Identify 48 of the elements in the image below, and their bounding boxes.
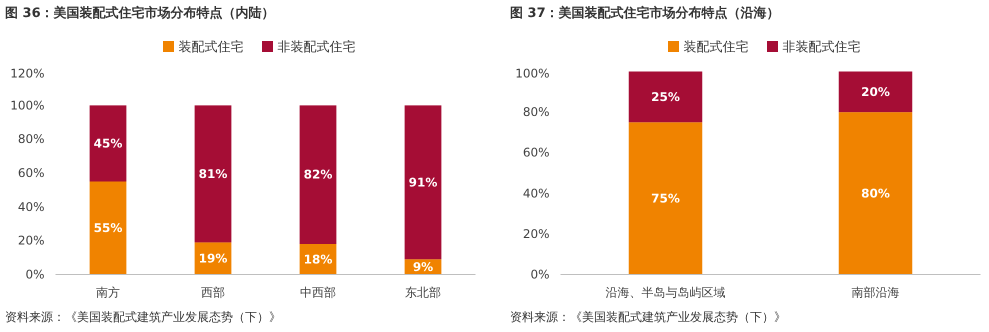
data-label: 9% — [412, 260, 434, 274]
y-tick-label: 60% — [18, 166, 44, 180]
y-tick-label: 0% — [530, 268, 550, 282]
legend-label: 装配式住宅 — [178, 40, 244, 55]
y-tick-label: 60% — [522, 146, 550, 160]
chart-title: 图 36：美国装配式住宅市场分布特点（内陆） — [5, 5, 275, 23]
data-label: 75% — [651, 191, 680, 206]
y-tick-label: 80% — [522, 105, 550, 120]
data-label: 20% — [861, 84, 890, 99]
legend-label: 非装配式住宅 — [278, 40, 356, 55]
data-label: 25% — [651, 90, 680, 104]
bar — [628, 72, 702, 122]
y-tick-label: 20% — [522, 226, 550, 241]
y-tick-label: 40% — [522, 186, 550, 200]
text: 资料来源：《美国装配式建筑产业发展态势（下）》 — [5, 309, 281, 326]
data-label: 45% — [94, 136, 122, 150]
data-label: 80% — [861, 186, 890, 200]
bar — [90, 181, 126, 274]
bar — [838, 72, 912, 112]
y-tick-label: 80% — [18, 132, 44, 146]
y-tick-label: 20% — [18, 234, 44, 248]
data-label: 18% — [304, 252, 332, 266]
bar — [194, 105, 232, 242]
chart-title: 图 37：美国装配式住宅市场分布特点（沿海） — [510, 5, 780, 23]
bar — [90, 105, 126, 182]
legend-label: 装配式住宅 — [684, 40, 748, 55]
y-tick-label: 120% — [10, 66, 45, 80]
bar — [300, 105, 336, 244]
bar — [404, 105, 442, 260]
x-tick-label: 东北部 — [405, 286, 441, 300]
x-tick-label: 南方 — [96, 286, 120, 300]
data-label: 91% — [408, 175, 438, 190]
y-tick-label: 40% — [18, 200, 44, 214]
x-tick-label: 西部 — [201, 286, 225, 300]
bar — [628, 122, 702, 274]
y-tick-label: 0% — [25, 268, 45, 282]
text: 资料来源：《美国装配式建筑产业发展态势（下）》 — [510, 309, 786, 326]
y-tick-label: 100% — [515, 66, 550, 80]
data-label: 55% — [94, 220, 122, 235]
x-tick-label: 沿海、半岛与岛屿区域 — [606, 286, 726, 300]
x-tick-label: 南部沿海 — [852, 286, 900, 300]
bar — [838, 112, 912, 274]
y-tick-label: 100% — [10, 98, 45, 112]
data-label: 19% — [198, 251, 228, 266]
x-tick-label: 中西部 — [300, 286, 336, 300]
data-label: 82% — [304, 168, 332, 182]
data-label: 81% — [198, 166, 228, 181]
legend-label: 非装配式住宅 — [782, 40, 860, 55]
